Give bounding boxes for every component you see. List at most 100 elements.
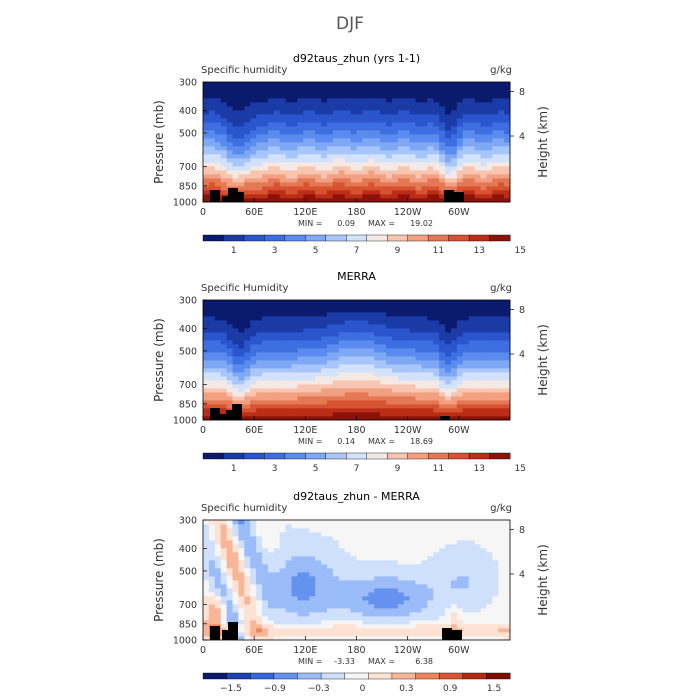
field-cell [244, 324, 251, 329]
field-cell [344, 596, 351, 601]
field-cell [391, 142, 399, 147]
field-cell [203, 170, 210, 175]
field-cell [332, 348, 340, 353]
field-cell [439, 368, 446, 373]
field-cell [480, 372, 487, 377]
field-cell [462, 332, 470, 337]
field-cell [350, 620, 357, 625]
field-cell [273, 154, 281, 159]
field-cell [468, 118, 475, 123]
field-cell [356, 392, 363, 397]
field-cell [315, 158, 322, 163]
field-cell [297, 584, 304, 589]
field-cell [315, 608, 322, 613]
field-cell [321, 384, 328, 389]
field-cell [480, 312, 487, 317]
field-cell [244, 98, 251, 103]
field-cell [498, 372, 505, 377]
field-cell [356, 336, 363, 341]
field-cell [421, 122, 428, 127]
field-cell [439, 624, 446, 629]
field-cell [456, 412, 464, 417]
field-cell [374, 102, 381, 107]
field-cell [480, 632, 487, 637]
field-cell [356, 536, 363, 541]
field-cell [232, 612, 239, 617]
field-cell [480, 356, 487, 361]
field-cell [291, 194, 298, 199]
field-cell [244, 110, 251, 115]
field-cell [356, 360, 363, 365]
field-cell [409, 308, 416, 313]
field-cell [474, 368, 481, 373]
field-cell [226, 396, 233, 401]
field-cell [368, 158, 375, 163]
field-cell [504, 540, 511, 545]
field-cell [220, 312, 228, 317]
field-cell [462, 122, 470, 127]
field-cell [279, 82, 287, 87]
field-cell [450, 364, 458, 369]
field-cell [250, 348, 257, 353]
field-cell [291, 146, 298, 151]
field-cell [427, 122, 434, 127]
field-cell [250, 372, 257, 377]
field-cell [504, 336, 511, 341]
field-cell [303, 344, 310, 349]
field-cell [492, 404, 499, 409]
field-cell [356, 556, 363, 561]
field-cell [368, 86, 375, 91]
field-cell [468, 580, 475, 585]
field-cell [468, 368, 475, 373]
field-cell [214, 544, 222, 549]
colorbar-label: −0.3 [308, 684, 330, 694]
field-cell [368, 352, 375, 357]
field-cell [326, 552, 334, 557]
field-cell [273, 304, 281, 309]
field-cell [262, 308, 269, 313]
field-cell [498, 604, 505, 609]
field-cell [450, 312, 458, 317]
field-cell [362, 130, 369, 135]
field-cell [267, 392, 275, 397]
field-cell [427, 178, 434, 183]
field-cell [220, 344, 228, 349]
field-cell [350, 94, 357, 99]
field-cell [492, 396, 499, 401]
field-cell [250, 572, 257, 577]
field-cell [456, 608, 464, 613]
field-cell [326, 328, 334, 333]
field-cell [232, 396, 239, 401]
field-cell [433, 118, 440, 123]
field-cell [386, 400, 393, 405]
field-cell [427, 308, 434, 313]
field-cell [433, 540, 440, 545]
field-cell [232, 178, 239, 183]
y-tick-label: 400 [179, 106, 197, 117]
field-cell [492, 94, 499, 99]
field-cell [504, 568, 511, 573]
field-cell [321, 600, 328, 605]
field-cell [203, 580, 210, 585]
field-cell [356, 372, 363, 377]
field-cell [427, 528, 434, 533]
field-cell [279, 376, 287, 381]
height-tick-label: 8 [519, 305, 525, 316]
field-cell [315, 138, 322, 143]
field-cell [391, 94, 399, 99]
field-cell [220, 572, 228, 577]
field-cell [326, 186, 334, 191]
field-cell [362, 174, 369, 179]
field-cell [226, 368, 233, 373]
field-cell [244, 166, 251, 171]
field-cell [409, 158, 416, 163]
field-cell [409, 102, 416, 107]
field-cell [226, 356, 233, 361]
field-cell [380, 540, 387, 545]
field-cell [356, 368, 363, 373]
field-cell [462, 552, 470, 557]
field-cell [344, 316, 351, 321]
field-cell [421, 580, 428, 585]
field-cell [468, 134, 475, 139]
field-cell [486, 356, 493, 361]
